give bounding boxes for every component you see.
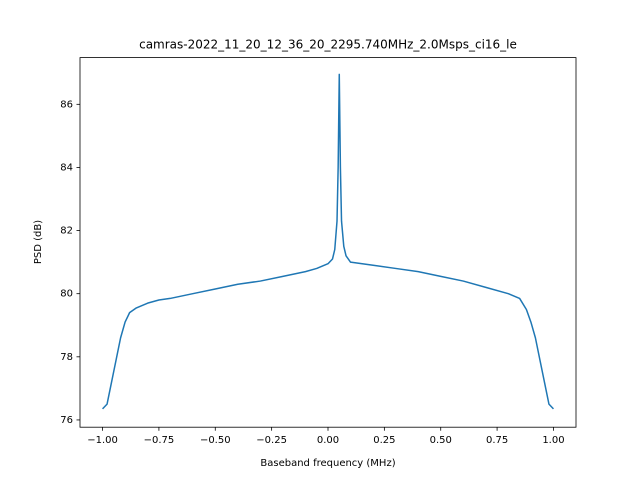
y-tick-label: 80 bbox=[60, 289, 73, 300]
y-tick-label: 84 bbox=[60, 162, 73, 173]
x-tick-label: −0.50 bbox=[200, 435, 231, 446]
chart-title: camras-2022_11_20_12_36_20_2295.740MHz_2… bbox=[139, 38, 517, 52]
y-axis-label: PSD (dB) bbox=[33, 220, 44, 264]
data-line bbox=[102, 73, 554, 410]
x-tick-label: −1.00 bbox=[87, 435, 118, 446]
plot-frame bbox=[79, 57, 577, 428]
y-tick-label: 76 bbox=[60, 415, 73, 426]
y-tick-label: 82 bbox=[60, 226, 73, 237]
x-axis-label: Baseband frequency (MHz) bbox=[260, 458, 395, 469]
x-tick-label: −0.25 bbox=[256, 435, 287, 446]
y-tick-label: 78 bbox=[60, 352, 73, 363]
y-tick-label: 86 bbox=[60, 99, 73, 110]
x-tick-label: 0.00 bbox=[317, 435, 339, 446]
x-tick-label: 0.25 bbox=[373, 435, 395, 446]
x-tick-label: 1.00 bbox=[542, 435, 564, 446]
x-tick-label: −0.75 bbox=[144, 435, 175, 446]
x-tick-label: 0.50 bbox=[430, 435, 452, 446]
x-tick-label: 0.75 bbox=[486, 435, 508, 446]
